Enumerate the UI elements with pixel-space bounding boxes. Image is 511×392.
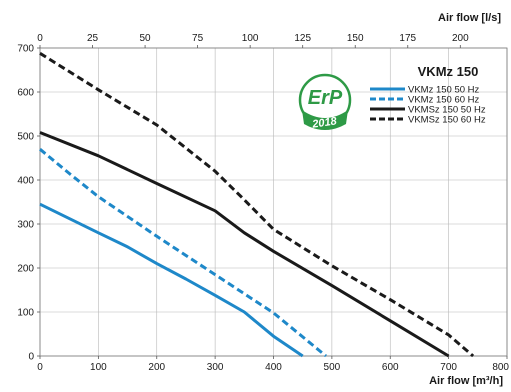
erp-badge-banner [302,110,348,130]
x-tick-label: 700 [440,362,457,373]
y-tick-label: 400 [17,176,34,187]
legend-label: VKMz 150 60 Hz [408,95,480,106]
x-tick-label: 0 [37,362,43,373]
y-tick-label: 0 [28,352,34,363]
top-x-tick-label: 25 [87,33,99,44]
top-x-tick-label: 100 [242,33,259,44]
erp-badge: ErP 2018 [298,73,352,131]
chart-title: VKMz 150 [418,64,479,79]
grid-lines [39,47,508,357]
x-axis-title: Air flow [m³/h] [429,375,503,387]
top-x-tick-label: 175 [399,33,416,44]
top-x-tick-label: 50 [140,33,152,44]
y-tick-label: 100 [17,308,34,319]
top-x-tick-label: 0 [37,33,43,44]
erp-badge-text: ErP [308,87,343,109]
x-axis-title-background [385,371,507,387]
y-tick-label: 700 [17,44,34,55]
x-tick-label: 500 [324,362,341,373]
erp-badge-year: 2018 [311,115,339,131]
x-tick-label: 200 [148,362,165,373]
x-tick-label: 300 [207,362,224,373]
x-tick-label: 400 [265,362,282,373]
x-tick-label: 600 [382,362,399,373]
top-x-tick-label: 200 [452,33,469,44]
y-tick-label: 300 [17,220,34,231]
top-x-axis-title: Air flow [l/s] [438,12,501,24]
legend-label: VKMSz 150 60 Hz [408,115,486,126]
series-line [39,202,304,358]
y-tick-label: 500 [17,132,34,143]
top-x-tick-label: 75 [192,33,204,44]
x-tick-label: 800 [492,362,509,373]
y-tick-label: 200 [17,264,34,275]
series-lines [39,52,475,358]
top-x-tick-label: 150 [347,33,364,44]
legend-label: VKMSz 150 50 Hz [408,105,486,116]
series-line [39,148,327,358]
x-tick-label: 100 [90,362,107,373]
series-line [39,131,450,358]
top-x-axis: 0 25 50 75 100 125 150 175 200 [37,33,469,48]
y-axis: 0 100 200 300 400 500 600 700 [17,44,40,363]
y-tick-label: 600 [17,88,34,99]
top-x-tick-label: 125 [294,33,311,44]
series-line [39,52,475,358]
legend-label: VKMz 150 50 Hz [408,85,480,96]
x-axis: 0 100 200 300 400 500 600 700 800 [37,356,509,373]
